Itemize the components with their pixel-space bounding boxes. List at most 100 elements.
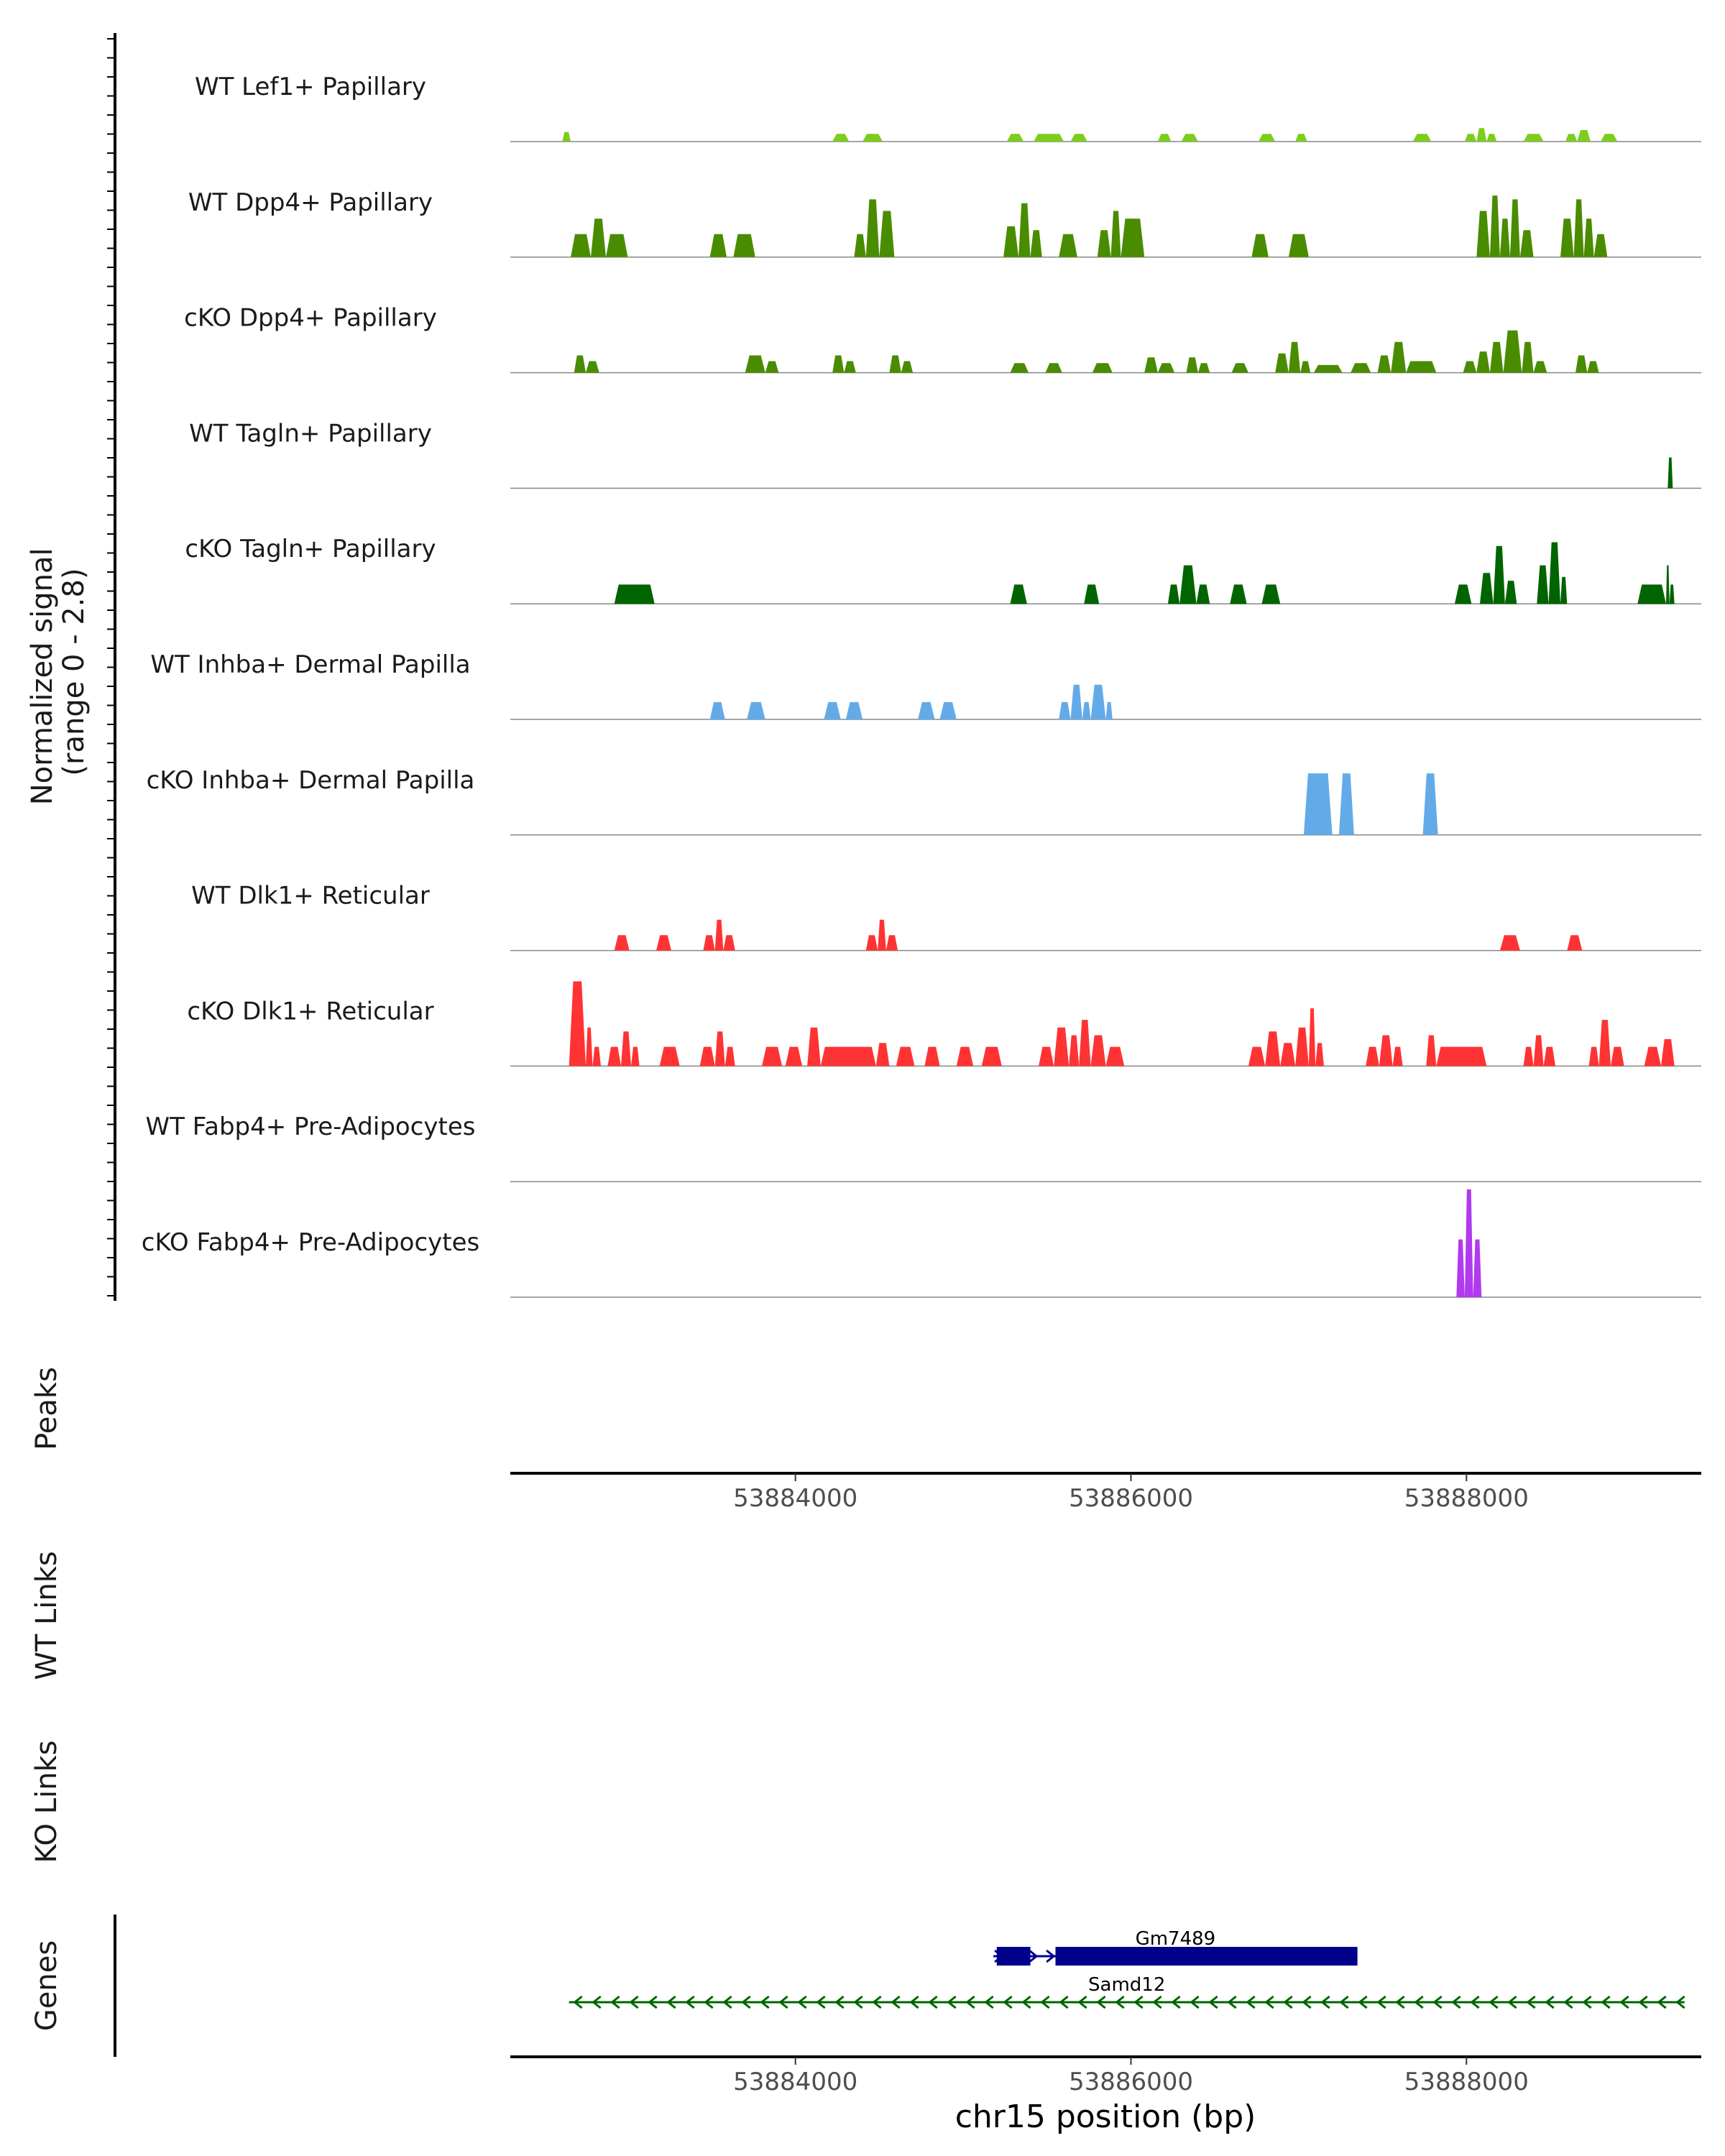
- signal-peak: [1669, 584, 1675, 604]
- track-2: WT Dpp4+ Papillary: [188, 188, 1701, 258]
- strand-arrow: [1489, 1995, 1499, 2009]
- signal-peak: [1598, 1020, 1611, 1067]
- signal-peak: [747, 701, 765, 719]
- signal-peak: [1504, 581, 1517, 604]
- signal-peak: [1059, 234, 1077, 257]
- strand-arrow: [1190, 1995, 1200, 2009]
- signal-peak: [1406, 361, 1437, 373]
- signal-peak: [1105, 1046, 1125, 1067]
- signal-peak: [1070, 684, 1082, 719]
- signal-peak: [1476, 128, 1487, 142]
- strand-arrow: [816, 1995, 826, 2009]
- signal-peak: [1295, 134, 1307, 142]
- strand-arrow: [1358, 1995, 1368, 2009]
- signal-peak: [1018, 203, 1031, 257]
- signal-peak: [1601, 134, 1618, 142]
- signal-peak: [621, 1031, 631, 1067]
- signal-peak: [591, 218, 606, 257]
- signal-peak: [1231, 363, 1248, 373]
- signal-peak: [1265, 1031, 1281, 1067]
- signal-peak: [1473, 1239, 1482, 1297]
- strand-arrow: [1601, 1995, 1611, 2009]
- strand-arrow: [965, 1995, 975, 2009]
- signal-peak: [844, 361, 856, 373]
- signal-peak: [918, 701, 935, 719]
- strand-arrow: [909, 1995, 919, 2009]
- strand-arrow: [1302, 1995, 1312, 2009]
- signal-peak: [1476, 211, 1490, 257]
- signal-peak: [1426, 1035, 1437, 1067]
- signal-peak: [1489, 341, 1504, 373]
- signal-y-axis-label-line1: Normalized signal: [26, 548, 59, 805]
- signal-peak: [1611, 1046, 1624, 1067]
- signal-peak: [1295, 1027, 1309, 1067]
- signal-peak: [1464, 1189, 1473, 1297]
- signal-peak: [1303, 773, 1333, 835]
- strand-arrow: [797, 1995, 807, 2009]
- track-7: cKO Inhba+ Dermal Papilla: [147, 766, 1701, 836]
- signal-peak: [703, 935, 715, 951]
- signal-peak: [1030, 230, 1042, 257]
- signal-peak: [886, 935, 898, 951]
- signal-peak: [1519, 230, 1534, 257]
- signal-peak: [862, 134, 883, 142]
- links-panel: WT Links KO Links: [30, 1551, 63, 1863]
- strand-arrow: [834, 1995, 845, 2009]
- x-tick-label-top: 53886000: [1069, 1484, 1193, 1513]
- strand-arrow: [1208, 1995, 1218, 2009]
- strand-arrow: [1115, 1995, 1125, 2009]
- strand-arrow: [610, 1995, 620, 2009]
- signal-peak: [1412, 134, 1432, 142]
- signal-peak: [569, 981, 586, 1067]
- strand-arrow: [1096, 1995, 1106, 2009]
- signal-peak: [1637, 584, 1666, 604]
- signal-peak: [586, 361, 599, 373]
- strand-arrow: [592, 1995, 602, 2009]
- track-label: WT Inhba+ Dermal Papilla: [150, 650, 470, 679]
- signal-peak: [854, 234, 866, 257]
- signal-peak: [1523, 134, 1544, 142]
- track-9: cKO Dlk1+ Reticular: [187, 981, 1701, 1067]
- signal-peak: [714, 1031, 725, 1067]
- signal-peak: [1351, 363, 1371, 373]
- signal-peak: [1121, 218, 1145, 257]
- signal-peak: [586, 1027, 593, 1067]
- signal-peak: [1280, 1043, 1296, 1067]
- signal-peak: [1391, 341, 1407, 373]
- gene-exon: [1055, 1947, 1358, 1966]
- strand-arrow: [853, 1995, 863, 2009]
- strand-arrow: [1545, 1995, 1555, 2009]
- signal-peak: [1144, 357, 1158, 373]
- x-axis-label: chr15 position (bp): [955, 2099, 1256, 2135]
- x-tick-label-bottom: 53884000: [733, 2068, 857, 2096]
- strand-arrow: [1046, 1949, 1056, 1963]
- signal-peak: [571, 234, 591, 257]
- signal-peak: [709, 234, 727, 257]
- signal-y-axis-label-line2: (range 0 - 2.8): [58, 568, 91, 775]
- strand-arrow: [984, 1995, 994, 2009]
- signal-peak: [745, 355, 765, 373]
- track-label: cKO Dpp4+ Papillary: [184, 304, 437, 333]
- signal-peak: [1379, 1035, 1393, 1067]
- strand-arrow: [1077, 1995, 1087, 2009]
- signal-peak: [1045, 363, 1062, 373]
- signal-peak: [875, 1043, 890, 1067]
- strand-arrow: [1264, 1995, 1274, 2009]
- signal-peak: [824, 701, 841, 719]
- signal-peak: [659, 1046, 680, 1067]
- signal-peak: [1533, 1035, 1544, 1067]
- track-4: WT Tagln+ Papillary: [189, 419, 1701, 489]
- genes-panel: Genes Gm7489 Samd12 53884000 53886000 53888…: [30, 1915, 1701, 2135]
- signal-peak: [785, 1046, 803, 1067]
- strand-arrow: [1059, 1995, 1069, 2009]
- signal-peak: [1661, 1038, 1675, 1067]
- signal-peak: [1366, 1046, 1379, 1067]
- strand-arrow: [1376, 1995, 1386, 2009]
- strand-arrow: [1133, 1995, 1144, 2009]
- signal-peak: [1522, 341, 1534, 373]
- strand-arrow: [1432, 1995, 1443, 2009]
- signal-peak: [1576, 355, 1588, 373]
- gene-name-label: Samd12: [1088, 1974, 1165, 1996]
- signal-peak: [1261, 584, 1281, 604]
